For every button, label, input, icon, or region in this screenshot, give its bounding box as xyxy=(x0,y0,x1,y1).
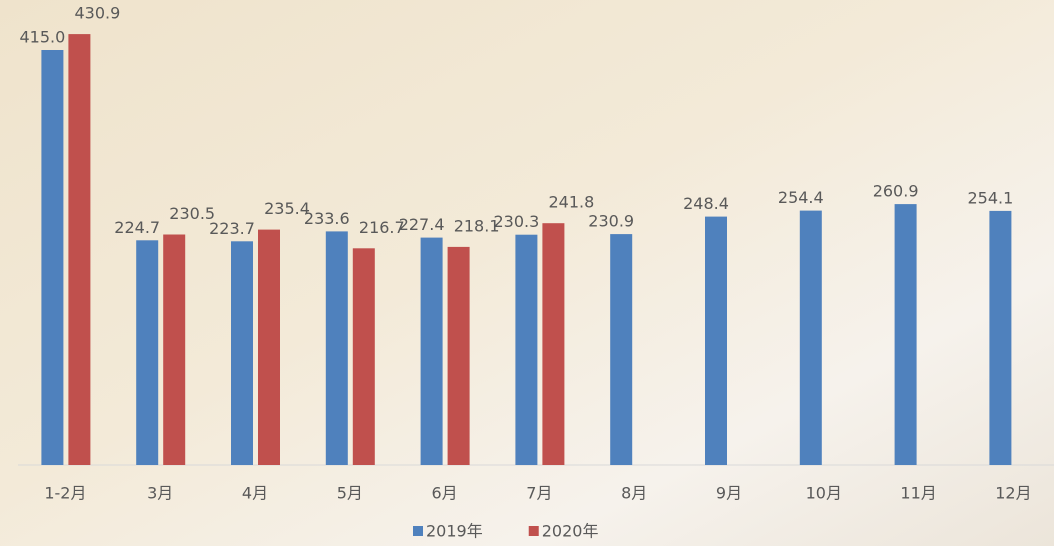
value-label: 254.4 xyxy=(778,188,824,207)
x-tick-label: 12月 xyxy=(995,484,1031,503)
bar xyxy=(989,210,1012,465)
x-tick-label: 7月 xyxy=(526,484,552,503)
value-label: 230.5 xyxy=(169,204,215,223)
bar xyxy=(610,234,633,465)
legend-swatch xyxy=(413,526,423,536)
bar xyxy=(163,234,186,465)
legend-label: 2019年 xyxy=(426,522,483,541)
legend-swatch xyxy=(528,526,539,536)
bar xyxy=(542,223,565,465)
bar xyxy=(799,210,822,465)
value-label: 260.9 xyxy=(873,182,919,201)
x-tick-label: 9月 xyxy=(716,484,742,503)
value-label: 415.0 xyxy=(19,28,65,47)
x-tick-label: 8月 xyxy=(621,484,647,503)
value-label: 223.7 xyxy=(209,219,255,238)
bar xyxy=(136,240,159,465)
legend-label: 2020年 xyxy=(542,522,599,541)
value-label: 254.1 xyxy=(967,188,1013,207)
bar xyxy=(258,229,280,465)
x-tick-label: 6月 xyxy=(432,484,458,503)
value-label: 230.3 xyxy=(493,212,539,231)
bar xyxy=(352,248,375,465)
value-label: 248.4 xyxy=(683,194,729,213)
bar xyxy=(515,234,538,465)
value-label: 227.4 xyxy=(399,215,445,234)
value-label: 430.9 xyxy=(74,4,120,23)
bar xyxy=(231,241,253,465)
bar xyxy=(894,204,917,465)
bar xyxy=(68,34,91,465)
bar xyxy=(447,246,470,465)
bar xyxy=(325,231,348,465)
x-tick-label: 4月 xyxy=(242,484,268,503)
value-label: 233.6 xyxy=(304,209,350,228)
x-tick-label: 5月 xyxy=(337,484,363,503)
value-label: 216.7 xyxy=(359,218,405,237)
value-label: 230.9 xyxy=(588,212,634,231)
x-tick-label: 1-2月 xyxy=(44,484,86,503)
bar xyxy=(705,216,727,465)
value-label: 235.4 xyxy=(264,199,310,218)
bar xyxy=(41,50,64,465)
value-label: 224.7 xyxy=(114,218,160,237)
value-label: 218.1 xyxy=(454,216,500,235)
value-label: 241.8 xyxy=(548,193,594,212)
x-tick-label: 10月 xyxy=(806,484,842,503)
bar xyxy=(420,237,443,465)
x-tick-label: 3月 xyxy=(147,484,173,503)
x-tick-label: 11月 xyxy=(900,484,936,503)
